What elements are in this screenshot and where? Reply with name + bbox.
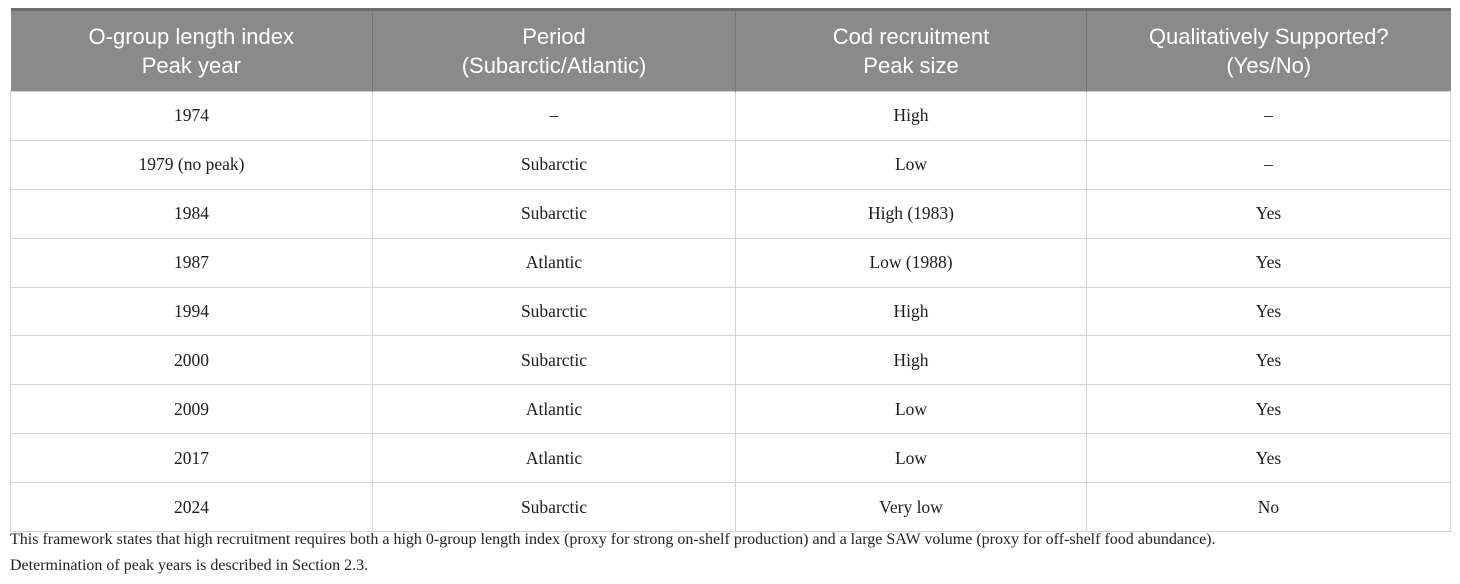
table-row: 2017 Atlantic Low Yes: [10, 433, 1451, 484]
cell-supported: –: [1086, 139, 1451, 190]
cell-period: Subarctic: [372, 482, 736, 533]
column-header-line: Cod recruitment: [832, 24, 990, 49]
footnote-line-2: Determination of peak years is described…: [10, 556, 369, 574]
cell-supported: Yes: [1086, 286, 1451, 337]
cell-peak-year: 1994: [10, 286, 373, 337]
cell-recruitment: Low: [735, 433, 1087, 484]
cell-supported: Yes: [1086, 433, 1451, 484]
table-row: 2009 Atlantic Low Yes: [10, 384, 1451, 435]
cell-supported: –: [1086, 91, 1451, 141]
cell-recruitment: Very low: [735, 482, 1087, 533]
column-header-line: Period: [522, 24, 586, 49]
cell-recruitment: High (1983): [735, 188, 1087, 239]
cell-period: Atlantic: [372, 433, 736, 484]
cell-recruitment: Low: [735, 384, 1087, 435]
table-row: 1994 Subarctic High Yes: [10, 286, 1451, 337]
table-row: 1979 (no peak) Subarctic Low –: [10, 139, 1451, 190]
cell-peak-year: 2000: [10, 335, 373, 386]
column-header-line: Qualitatively Supported?: [1148, 24, 1389, 49]
cell-period: Subarctic: [372, 335, 736, 386]
cell-period: Subarctic: [372, 188, 736, 239]
column-header-peak-year: O-group length index Peak year: [10, 8, 373, 92]
cell-peak-year: 2009: [10, 384, 373, 435]
cell-period: Atlantic: [372, 384, 736, 435]
cell-period: –: [372, 91, 736, 141]
table-row: 2000 Subarctic High Yes: [10, 335, 1451, 386]
cell-peak-year: 2024: [10, 482, 373, 533]
cell-period: Atlantic: [372, 237, 736, 288]
cell-period: Subarctic: [372, 139, 736, 190]
column-header-line: (Yes/No): [1226, 53, 1312, 78]
cell-supported: Yes: [1086, 335, 1451, 386]
recruitment-framework-table: O-group length index Peak year Period (S…: [10, 8, 1451, 533]
column-header-cod-recruitment: Cod recruitment Peak size: [735, 8, 1087, 92]
cell-supported: Yes: [1086, 188, 1451, 239]
column-header-qualitatively-supported: Qualitatively Supported? (Yes/No): [1086, 8, 1451, 92]
table-row: 1987 Atlantic Low (1988) Yes: [10, 237, 1451, 288]
table-row: 1974 – High –: [10, 91, 1451, 141]
cell-recruitment: Low (1988): [735, 237, 1087, 288]
cell-recruitment: High: [735, 91, 1087, 141]
cell-period: Subarctic: [372, 286, 736, 337]
table-row: 1984 Subarctic High (1983) Yes: [10, 188, 1451, 239]
cell-supported: Yes: [1086, 384, 1451, 435]
table-footnote: This framework states that high recruitm…: [10, 527, 1458, 578]
footnote-line-1: This framework states that high recruitm…: [10, 531, 1216, 548]
column-header-period: Period (Subarctic/Atlantic): [372, 8, 736, 92]
header-row: O-group length index Peak year Period (S…: [10, 8, 1451, 92]
cell-peak-year: 1984: [10, 188, 373, 239]
cell-supported: No: [1086, 482, 1451, 533]
cell-peak-year: 2017: [10, 433, 373, 484]
column-header-line: O-group length index: [88, 24, 294, 49]
cell-recruitment: Low: [735, 139, 1087, 190]
cell-peak-year: 1987: [10, 237, 373, 288]
table-row: 2024 Subarctic Very low No: [10, 482, 1451, 533]
cell-peak-year: 1974: [10, 91, 373, 141]
cell-recruitment: High: [735, 335, 1087, 386]
column-header-line: Peak size: [863, 53, 959, 78]
cell-supported: Yes: [1086, 237, 1451, 288]
column-header-line: (Subarctic/Atlantic): [461, 53, 647, 78]
table-body: 1974 – High – 1979 (no peak) Subarctic L…: [10, 91, 1451, 533]
cell-peak-year: 1979 (no peak): [10, 139, 373, 190]
column-header-line: Peak year: [141, 53, 241, 78]
table-header: O-group length index Peak year Period (S…: [10, 8, 1451, 92]
cell-recruitment: High: [735, 286, 1087, 337]
